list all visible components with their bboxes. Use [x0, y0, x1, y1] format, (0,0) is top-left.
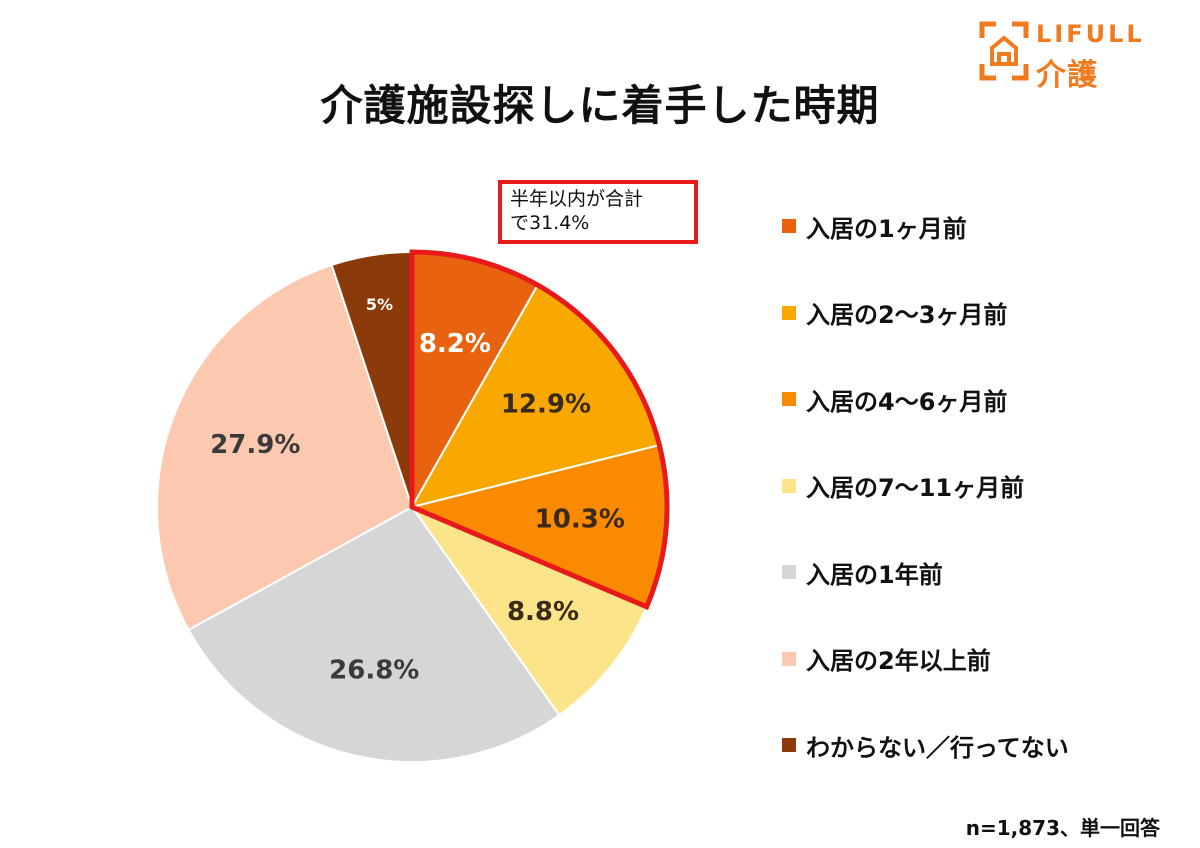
sample-note: n=1,873、単一回答 — [965, 816, 1160, 840]
legend-swatch — [782, 219, 796, 233]
lifull-kaigo-logo: LIFULL 介護 — [978, 20, 1178, 93]
legend-swatch — [782, 565, 796, 579]
slice-value-label: 8.8% — [507, 597, 579, 627]
legend-label: 入居の2年以上前 — [806, 647, 991, 675]
logo-subtext: 介護 — [1036, 58, 1098, 93]
slice-value-label: 27.9% — [210, 430, 300, 460]
legend-item: 入居の2〜3ヶ月前 — [782, 293, 1182, 333]
highlight-outline — [409, 249, 670, 611]
slice-value-label: 12.9% — [501, 390, 591, 420]
pie-slice — [409, 504, 648, 717]
pie-slice — [156, 263, 414, 632]
logo-wordmark: LIFULL — [1036, 20, 1145, 48]
legend-item: 入居の2年以上前 — [782, 639, 1182, 679]
legend-item: わからない／行ってない — [782, 725, 1182, 765]
legend-swatch — [782, 305, 796, 320]
legend-item: 入居の7〜11ヶ月前 — [782, 466, 1182, 506]
house-bracket-icon — [979, 21, 1029, 81]
chart-title: 介護施設探しに着手した時期 — [320, 81, 880, 130]
pie-slice — [187, 505, 561, 763]
legend-item: 入居の1ヶ月前 — [782, 206, 1182, 246]
legend-item: 入居の4〜6ヶ月前 — [782, 379, 1182, 419]
legend-swatch — [782, 738, 796, 752]
legend-label: 入居の4〜6ヶ月前 — [806, 387, 1008, 416]
callout-text: 半年以内が合計 で31.4% — [510, 188, 644, 234]
slice-value-label: 5% — [366, 295, 393, 314]
legend-label: 入居の1年前 — [806, 560, 943, 589]
legend-label: 入居の1ヶ月前 — [806, 214, 967, 243]
highlight-callout: 半年以内が合計 で31.4% — [498, 180, 698, 244]
legend-item: 入居の1年前 — [782, 552, 1182, 592]
legend-label: 入居の7〜11ヶ月前 — [806, 474, 1025, 502]
legend-swatch — [782, 651, 796, 666]
slice-value-label: 10.3% — [535, 505, 625, 535]
legend-label: わからない／行ってない — [806, 733, 1069, 762]
legend-swatch — [782, 478, 796, 493]
slice-value-label: 26.8% — [329, 656, 419, 686]
legend-label: 入居の2〜3ヶ月前 — [806, 301, 1008, 329]
legend-swatch — [782, 392, 796, 406]
slice-value-label: 8.2% — [419, 329, 491, 359]
